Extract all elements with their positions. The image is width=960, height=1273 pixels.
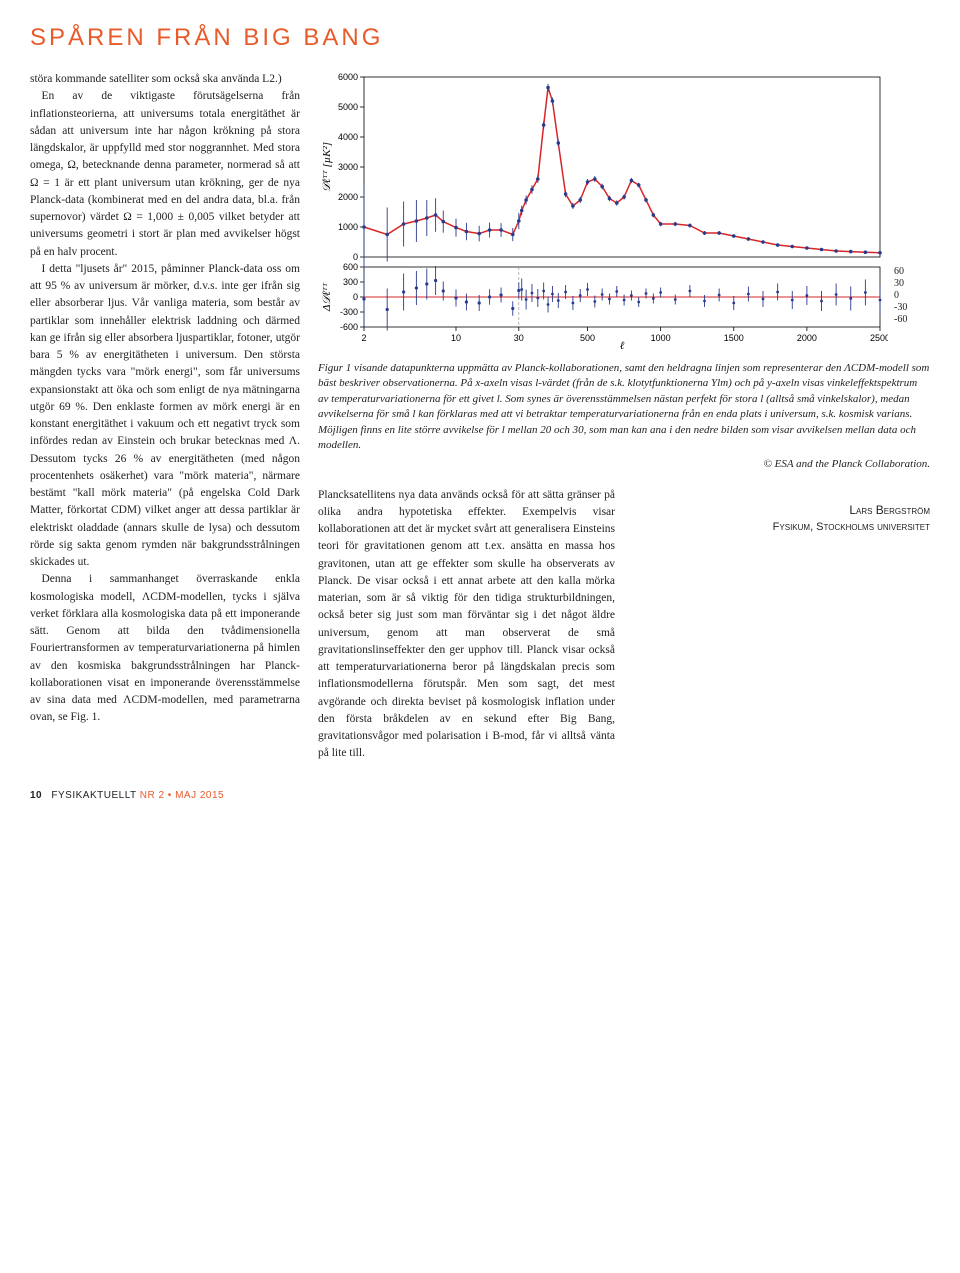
svg-text:5000: 5000 bbox=[338, 102, 358, 112]
svg-text:1000: 1000 bbox=[651, 333, 671, 343]
svg-text:10: 10 bbox=[451, 333, 461, 343]
svg-text:ℓ: ℓ bbox=[620, 340, 625, 351]
paragraph: En av de viktigaste förutsägelserna från… bbox=[30, 88, 300, 261]
figure-1: 0100020003000400050006000𝒟ℓᵀᵀ [µK²]-600-… bbox=[318, 71, 930, 351]
svg-text:-600: -600 bbox=[340, 322, 358, 332]
column: Lars Bergström Fysikum, Stockholms unive… bbox=[633, 487, 930, 763]
right-column: 0100020003000400050006000𝒟ℓᵀᵀ [µK²]-600-… bbox=[318, 71, 930, 763]
tick-label: -30 bbox=[894, 302, 907, 314]
svg-text:4000: 4000 bbox=[338, 132, 358, 142]
paragraph: Plancksatellitens nya data används också… bbox=[318, 487, 615, 763]
right-axis-labels: 60 30 0 -30 -60 bbox=[894, 266, 907, 326]
figure-caption: Figur 1 visande datapunkterna uppmätta a… bbox=[318, 361, 930, 473]
column: Plancksatellitens nya data används också… bbox=[318, 487, 615, 763]
svg-text:𝒟ℓᵀᵀ [µK²]: 𝒟ℓᵀᵀ [µK²] bbox=[321, 142, 333, 192]
bottom-columns: Plancksatellitens nya data används också… bbox=[318, 487, 930, 763]
svg-text:0: 0 bbox=[353, 252, 358, 262]
svg-text:300: 300 bbox=[343, 277, 358, 287]
svg-text:30: 30 bbox=[514, 333, 524, 343]
svg-text:500: 500 bbox=[580, 333, 595, 343]
paragraph: störa kommande satelliter som också ska … bbox=[30, 71, 300, 88]
svg-text:2: 2 bbox=[361, 333, 366, 343]
paragraph: I detta "ljusets år" 2015, påminner Plan… bbox=[30, 261, 300, 572]
issue: NR 2 • MAJ 2015 bbox=[140, 790, 224, 801]
left-column: störa kommande satelliter som också ska … bbox=[30, 71, 300, 763]
tick-label: 30 bbox=[894, 278, 907, 290]
tick-label: 0 bbox=[894, 290, 907, 302]
svg-text:2500: 2500 bbox=[870, 333, 888, 343]
planck-chart: 0100020003000400050006000𝒟ℓᵀᵀ [µK²]-600-… bbox=[318, 71, 888, 351]
svg-text:1000: 1000 bbox=[338, 222, 358, 232]
svg-text:2000: 2000 bbox=[338, 192, 358, 202]
author-affiliation: Fysikum, Stockholms universitet bbox=[633, 519, 930, 536]
author-block: Lars Bergström Fysikum, Stockholms unive… bbox=[633, 501, 930, 536]
svg-text:3000: 3000 bbox=[338, 162, 358, 172]
paragraph: Denna i sammanhanget överraskande enkla … bbox=[30, 571, 300, 726]
page-title: SPÅREN FRÅN BIG BANG bbox=[30, 20, 930, 56]
svg-text:2000: 2000 bbox=[797, 333, 817, 343]
svg-text:-300: -300 bbox=[340, 307, 358, 317]
tick-label: 60 bbox=[894, 266, 907, 278]
caption-text: Figur 1 visande datapunkterna uppmätta a… bbox=[318, 362, 929, 451]
svg-text:6000: 6000 bbox=[338, 72, 358, 82]
page-number: 10 bbox=[30, 790, 42, 801]
author-name: Lars Bergström bbox=[633, 501, 930, 519]
tick-label: -60 bbox=[894, 314, 907, 326]
publication: FYSIKAKTUELLT bbox=[51, 790, 136, 801]
svg-text:0: 0 bbox=[353, 292, 358, 302]
svg-text:Δ𝒟ℓᵀᵀ: Δ𝒟ℓᵀᵀ bbox=[321, 282, 333, 312]
svg-text:1500: 1500 bbox=[724, 333, 744, 343]
page-footer: 10 FYSIKAKTUELLT NR 2 • MAJ 2015 bbox=[30, 788, 930, 803]
content-area: störa kommande satelliter som också ska … bbox=[30, 71, 930, 763]
svg-text:600: 600 bbox=[343, 262, 358, 272]
copyright: © ESA and the Planck Collaboration. bbox=[318, 457, 930, 472]
